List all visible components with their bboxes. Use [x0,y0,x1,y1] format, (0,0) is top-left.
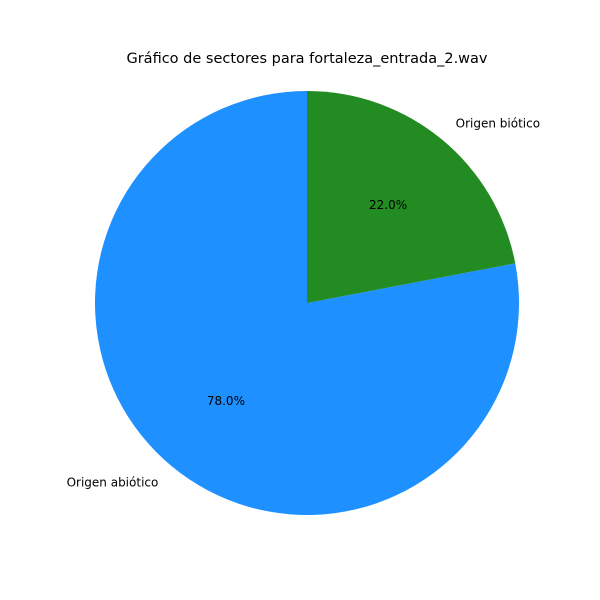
chart-title: Gráfico de sectores para fortaleza_entra… [126,51,487,67]
slice-category-label-2: Origen biótico [456,116,540,130]
slice-percent-label-2: 22.0% [369,198,407,212]
pie-slices [94,91,520,515]
pie-labels: Origen abiótico 78.0% Origen biótico 22.0% [67,116,540,489]
slice-category-label-1: Origen abiótico [67,476,159,490]
pie-slice-2 [307,91,516,303]
slice-percent-label-1: 78.0% [207,394,245,408]
